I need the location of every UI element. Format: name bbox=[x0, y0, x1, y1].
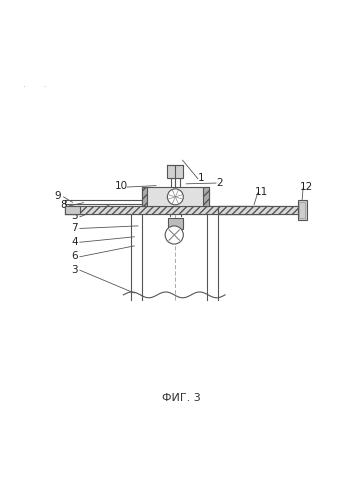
Text: 8: 8 bbox=[60, 200, 67, 210]
Text: 2: 2 bbox=[216, 178, 223, 188]
Bar bbox=[168, 218, 183, 229]
Text: 11: 11 bbox=[255, 187, 268, 197]
Polygon shape bbox=[142, 188, 147, 206]
Text: 1: 1 bbox=[198, 173, 205, 183]
Text: ·: · bbox=[22, 83, 24, 92]
Polygon shape bbox=[203, 188, 209, 206]
Bar bbox=[142, 188, 209, 206]
Text: 4: 4 bbox=[71, 237, 78, 247]
Text: 6: 6 bbox=[71, 251, 78, 261]
Text: 7: 7 bbox=[71, 223, 78, 233]
Text: ФИГ. 3: ФИГ. 3 bbox=[162, 393, 201, 403]
Polygon shape bbox=[65, 206, 269, 214]
Bar bbox=[218, 206, 298, 214]
Bar bbox=[298, 200, 307, 220]
Bar bbox=[299, 202, 305, 218]
Circle shape bbox=[165, 226, 183, 244]
Text: 3: 3 bbox=[71, 265, 78, 275]
Bar bbox=[65, 206, 80, 214]
Circle shape bbox=[167, 189, 183, 205]
Text: 12: 12 bbox=[300, 183, 313, 193]
Text: 10: 10 bbox=[114, 181, 127, 191]
Bar bbox=[167, 165, 183, 178]
Text: 5: 5 bbox=[71, 211, 78, 221]
Text: 9: 9 bbox=[54, 191, 61, 201]
Text: ·: · bbox=[44, 83, 46, 92]
